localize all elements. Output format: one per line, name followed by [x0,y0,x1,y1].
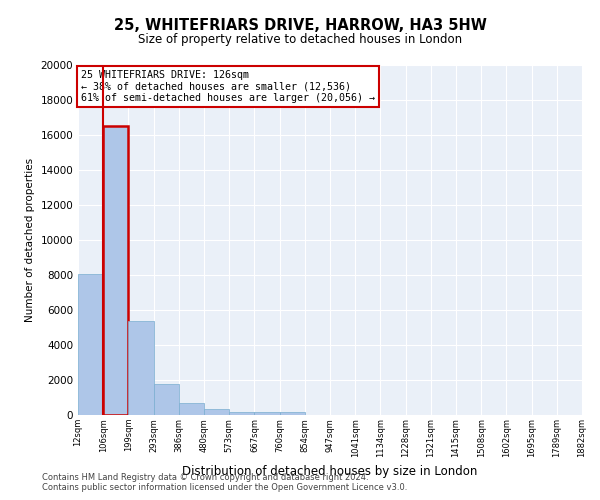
Text: Contains public sector information licensed under the Open Government Licence v3: Contains public sector information licen… [42,484,407,492]
Y-axis label: Number of detached properties: Number of detached properties [25,158,35,322]
Bar [204,410,229,415]
Bar [78,274,103,415]
Bar [280,412,305,415]
Bar [154,384,179,415]
Bar [229,412,254,415]
Text: 25 WHITEFRIARS DRIVE: 126sqm
← 38% of detached houses are smaller (12,536)
61% o: 25 WHITEFRIARS DRIVE: 126sqm ← 38% of de… [80,70,374,103]
X-axis label: Distribution of detached houses by size in London: Distribution of detached houses by size … [182,465,478,478]
Bar [128,322,154,415]
Bar [254,412,280,415]
Text: Size of property relative to detached houses in London: Size of property relative to detached ho… [138,32,462,46]
Text: 25, WHITEFRIARS DRIVE, HARROW, HA3 5HW: 25, WHITEFRIARS DRIVE, HARROW, HA3 5HW [113,18,487,32]
Bar [179,403,204,415]
Text: Contains HM Land Registry data © Crown copyright and database right 2024.: Contains HM Land Registry data © Crown c… [42,474,368,482]
Bar [103,126,128,415]
